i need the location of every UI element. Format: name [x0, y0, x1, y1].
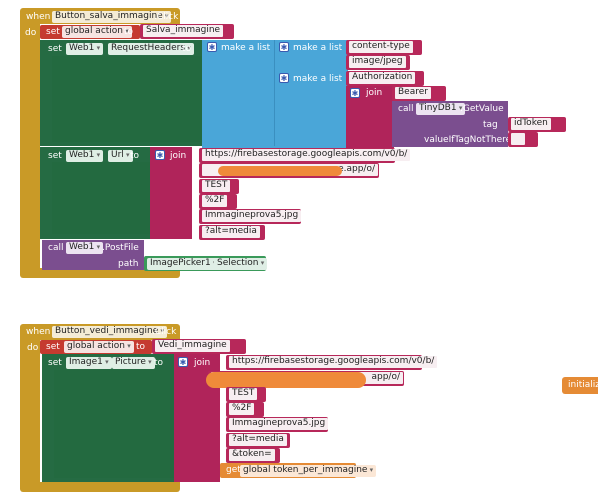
- property-dropdown[interactable]: Picture: [112, 357, 155, 369]
- text-block-pct2f[interactable]: %2F: [199, 194, 237, 209]
- text-value[interactable]: Bearer: [395, 87, 431, 99]
- set-keyword: set: [46, 27, 60, 37]
- text-block-token[interactable]: &token=: [226, 448, 280, 463]
- to-keyword: to: [130, 151, 140, 161]
- url-suffix: ge.app/o/: [332, 164, 375, 174]
- component-dropdown[interactable]: ImagePicker1: [147, 258, 220, 270]
- variable-dropdown[interactable]: global token_per_immagine: [240, 465, 377, 477]
- text-value[interactable]: Salva_immagine: [143, 25, 224, 37]
- text-block-pct2f[interactable]: %2F: [226, 402, 264, 417]
- variable-dropdown[interactable]: global action: [62, 26, 132, 38]
- event-name: .Click: [154, 12, 179, 22]
- text-value[interactable]: idToken: [511, 118, 551, 130]
- call-keyword: call: [398, 104, 414, 114]
- set-keyword: set: [46, 342, 60, 352]
- join-label: join: [170, 151, 187, 161]
- text-value[interactable]: &token=: [229, 449, 275, 461]
- text-value[interactable]: Immagineprova5.jpg: [202, 210, 302, 222]
- text-value[interactable]: image/jpeg: [349, 56, 406, 68]
- mutator-gear-icon[interactable]: ✱: [279, 42, 289, 52]
- url-suffix: app/o/: [371, 372, 400, 382]
- method-name: .PostFile: [102, 243, 139, 253]
- event-component-dropdown[interactable]: Button_salva_immagine: [52, 11, 172, 23]
- text-block-url-base[interactable]: https://firebasestorage.googleapis.com/v…: [226, 355, 438, 370]
- mutator-gear-icon[interactable]: ✱: [178, 357, 188, 367]
- text-value[interactable]: ?alt=media: [229, 434, 287, 446]
- text-block-content-type[interactable]: content-type: [346, 40, 422, 55]
- text-block-alt[interactable]: ?alt=media: [226, 433, 290, 448]
- component-dropdown[interactable]: Web1: [66, 150, 104, 162]
- text-block-authorization[interactable]: Authorization: [346, 71, 424, 86]
- text-block-filename[interactable]: Immagineprova5.jpg: [199, 209, 302, 224]
- make-list-label: make a list: [221, 43, 271, 53]
- text-value[interactable]: %2F: [229, 403, 255, 415]
- text-block-image-jpeg[interactable]: image/jpeg: [346, 55, 410, 70]
- mutator-gear-icon[interactable]: ✱: [279, 73, 289, 83]
- text-block-action[interactable]: Salva_immagine: [140, 24, 234, 39]
- text-block-test[interactable]: TEST: [199, 179, 239, 194]
- when-keyword: when: [26, 12, 51, 22]
- component-dropdown[interactable]: Web1: [66, 43, 104, 55]
- text-value[interactable]: ?alt=media: [202, 226, 260, 238]
- to-keyword: to: [124, 27, 134, 37]
- make-list-label: make a list: [293, 74, 343, 84]
- text-block-idtoken[interactable]: idToken: [508, 117, 566, 132]
- initialize-global-block[interactable]: [562, 377, 598, 394]
- property-dropdown[interactable]: Url: [108, 150, 133, 162]
- text-block-empty[interactable]: [508, 132, 538, 147]
- text-block-test[interactable]: TEST: [226, 387, 266, 402]
- do-keyword: do: [25, 28, 37, 38]
- text-value[interactable]: TEST: [202, 180, 231, 192]
- mutator-gear-icon[interactable]: ✱: [155, 150, 165, 160]
- join-label: join: [194, 358, 211, 368]
- set-keyword: set: [48, 151, 62, 161]
- join-block-url[interactable]: [150, 147, 192, 239]
- text-value[interactable]: https://firebasestorage.googleapis.com/v…: [229, 356, 438, 368]
- text-value[interactable]: Vedi_immagine: [155, 340, 230, 352]
- initialize-label: initialize: [568, 380, 598, 390]
- to-keyword: to: [154, 358, 164, 368]
- when-keyword: when: [26, 327, 51, 337]
- text-block-action[interactable]: Vedi_immagine: [152, 339, 246, 354]
- text-value[interactable]: https://firebasestorage.googleapis.com/v…: [202, 149, 411, 161]
- event-component-dropdown[interactable]: Button_vedi_immagine: [52, 326, 167, 338]
- text-block-bearer[interactable]: Bearer: [392, 86, 446, 101]
- text-value[interactable]: TEST: [229, 388, 258, 400]
- redaction-scribble: [206, 372, 366, 388]
- text-value[interactable]: Authorization: [349, 72, 416, 84]
- text-value[interactable]: %2F: [202, 195, 228, 207]
- mutator-gear-icon[interactable]: ✱: [350, 88, 360, 98]
- valueiftagnotthere-param: valueIfTagNotThere: [424, 135, 512, 145]
- variable-dropdown[interactable]: global action: [64, 341, 134, 353]
- property-dropdown[interactable]: Selection: [214, 258, 268, 270]
- text-block-alt[interactable]: ?alt=media: [199, 225, 265, 240]
- tag-param: tag: [483, 120, 498, 130]
- component-dropdown[interactable]: Image1: [66, 357, 112, 369]
- text-value[interactable]: Immagineprova5.jpg: [229, 418, 329, 430]
- method-name: .GetValue: [460, 104, 504, 114]
- get-keyword: get: [226, 465, 241, 475]
- path-param: path: [118, 259, 139, 269]
- text-block-filename[interactable]: Immagineprova5.jpg: [226, 417, 329, 432]
- join-label: join: [366, 88, 383, 98]
- event-name: .Click: [152, 327, 177, 337]
- text-value[interactable]: [511, 133, 525, 145]
- to-keyword: to: [182, 44, 192, 54]
- to-keyword: to: [136, 342, 146, 352]
- make-list-label: make a list: [293, 43, 343, 53]
- set-keyword: set: [48, 44, 62, 54]
- text-block-url-base[interactable]: https://firebasestorage.googleapis.com/v…: [199, 148, 411, 163]
- set-keyword: set: [48, 358, 62, 368]
- call-keyword: call: [48, 243, 64, 253]
- mutator-gear-icon[interactable]: ✱: [207, 42, 217, 52]
- redaction-scribble: [218, 166, 342, 176]
- component-dropdown[interactable]: TinyDB1: [416, 103, 466, 115]
- property-dropdown[interactable]: RequestHeaders: [108, 43, 194, 55]
- text-value[interactable]: content-type: [349, 41, 413, 53]
- component-dropdown[interactable]: Web1: [66, 242, 104, 254]
- do-keyword: do: [27, 343, 39, 353]
